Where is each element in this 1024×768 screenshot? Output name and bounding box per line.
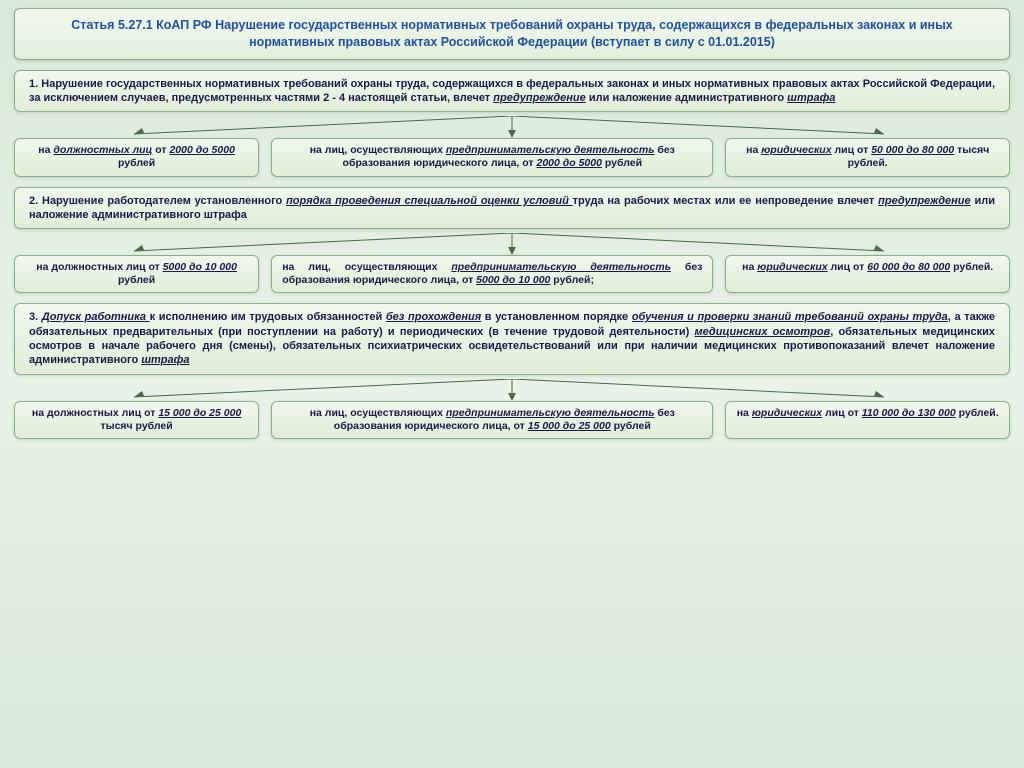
p3r-amt: 110 000 до 130 000	[862, 407, 956, 419]
s3-prefix: 3.	[29, 311, 42, 323]
s3-u4: медицинских осмотров	[695, 326, 831, 338]
arrows-2	[14, 233, 1010, 255]
s3-u2: без прохождения	[386, 311, 481, 323]
s3-u5: штрафа	[141, 354, 189, 366]
p3m-post: рублей	[611, 420, 651, 432]
p1l-post: рублей	[118, 157, 155, 169]
p1l-mid: от	[152, 144, 169, 156]
s3-u1: Допуск работника	[42, 311, 150, 323]
s1-mid: или наложение административного	[586, 92, 787, 104]
p1m-pre: на лиц, осуществляющих	[310, 144, 446, 156]
p2m-u: предпринимательскую деятельность	[451, 261, 671, 273]
s2-prefix: 2. Нарушение работодателем установленног…	[29, 195, 286, 207]
p1l-pre: на	[38, 144, 53, 156]
penalties-3: на должностных лиц от 15 000 до 25 000 т…	[14, 401, 1010, 439]
s2-u1: порядка проведения специальной оценки ус…	[286, 195, 573, 207]
p3m-amt: 15 000 до 25 000	[528, 420, 611, 432]
p1m-u: предпринимательскую деятельность	[446, 144, 655, 156]
p1-left: на должностных лиц от 2000 до 5000 рубле…	[14, 138, 259, 176]
p3-left: на должностных лиц от 15 000 до 25 000 т…	[14, 401, 259, 439]
p1m-amt: 2000 до 5000	[536, 157, 601, 169]
s1-u2: штрафа	[787, 92, 835, 104]
p3m-pre: на лиц, осуществляющих	[310, 407, 446, 419]
p1r-pre: на	[746, 144, 761, 156]
p1r-mid: лиц от	[832, 144, 872, 156]
p2-left: на должностных лиц от 5000 до 10 000 руб…	[14, 255, 259, 293]
arrow-svg-2	[14, 233, 1010, 255]
section-3: 3. Допуск работника к исполнению им труд…	[14, 303, 1010, 374]
title-box: Статья 5.27.1 КоАП РФ Нарушение государс…	[14, 8, 1010, 60]
p2m-amt: 5000 до 10 000	[476, 274, 550, 286]
p1m-post: рублей	[602, 157, 642, 169]
p2r-mid: лиц от	[828, 261, 868, 273]
p1r-u: юридических	[761, 144, 831, 156]
arrows-1	[14, 116, 1010, 138]
s3-mid2: в установленном порядке	[481, 311, 632, 323]
p2m-post: рублей;	[550, 274, 594, 286]
p2-mid: на лиц, осуществляющих предпринимательск…	[271, 255, 713, 293]
p2l-pre: на должностных лиц от	[36, 261, 162, 273]
p3l-post: тысяч рублей	[100, 420, 172, 432]
p3-mid: на лиц, осуществляющих предпринимательск…	[271, 401, 713, 439]
arrow-svg-1	[14, 116, 1010, 138]
section-2: 2. Нарушение работодателем установленног…	[14, 187, 1010, 230]
p3-right: на юридических лиц от 110 000 до 130 000…	[725, 401, 1010, 439]
p1l-u: должностных лиц	[53, 144, 152, 156]
p3r-mid: лиц от	[822, 407, 862, 419]
p3r-post: рублей.	[956, 407, 999, 419]
p2r-u: юридических	[757, 261, 827, 273]
s2-mid: труда на рабочих местах или ее непроведе…	[573, 195, 878, 207]
p3l-amt: 15 000 до 25 000	[158, 407, 241, 419]
p2m-pre: на лиц, осуществляющих	[282, 261, 451, 273]
p2l-post: рублей	[118, 274, 155, 286]
title-text: Статья 5.27.1 КоАП РФ Нарушение государс…	[71, 18, 952, 49]
p1r-amt: 50 000 до 80 000	[871, 144, 954, 156]
s3-u3: обучения и проверки знаний требований ох…	[632, 311, 948, 323]
penalties-1: на должностных лиц от 2000 до 5000 рубле…	[14, 138, 1010, 176]
s2-u2: предупреждение	[878, 195, 971, 207]
p2l-amt: 5000 до 10 000	[163, 261, 237, 273]
p3r-u: юридических	[752, 407, 822, 419]
s1-u1: предупреждение	[493, 92, 586, 104]
p3l-pre: на должностных лиц от	[32, 407, 158, 419]
arrow-svg-3	[14, 379, 1010, 401]
p2-right: на юридических лиц от 60 000 до 80 000 р…	[725, 255, 1010, 293]
p1l-amt: 2000 до 5000	[169, 144, 234, 156]
p1-right: на юридических лиц от 50 000 до 80 000 т…	[725, 138, 1010, 176]
p2r-amt: 60 000 до 80 000	[867, 261, 950, 273]
p1-mid: на лиц, осуществляющих предпринимательск…	[271, 138, 713, 176]
section-1: 1. Нарушение государственных нормативных…	[14, 70, 1010, 113]
p2r-post: рублей.	[950, 261, 993, 273]
penalties-2: на должностных лиц от 5000 до 10 000 руб…	[14, 255, 1010, 293]
p3m-u: предпринимательскую деятельность	[446, 407, 655, 419]
p2r-pre: на	[742, 261, 757, 273]
arrows-3	[14, 379, 1010, 401]
p3r-pre: на	[737, 407, 752, 419]
s3-mid1: к исполнению им трудовых обязанностей	[150, 311, 386, 323]
